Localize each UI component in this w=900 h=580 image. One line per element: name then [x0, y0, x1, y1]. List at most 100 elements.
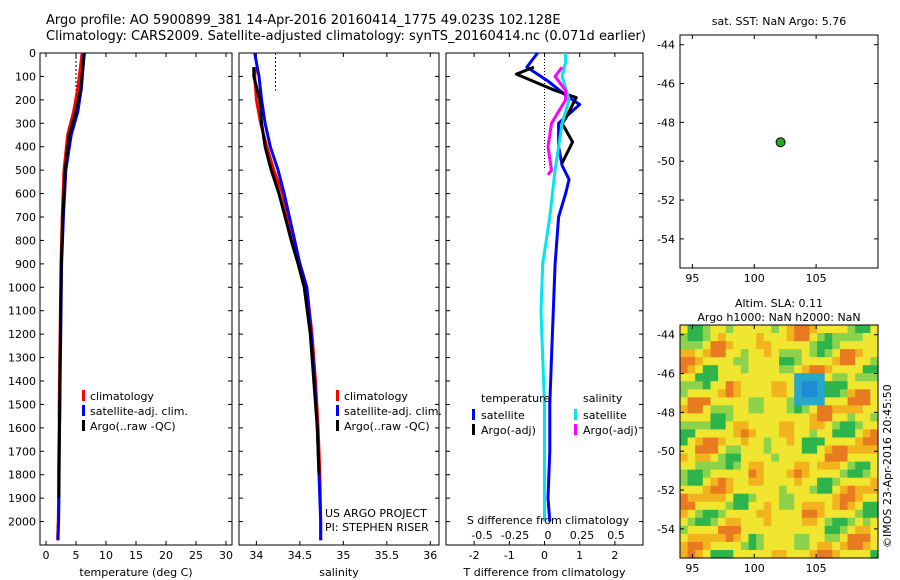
heatmap-cell [740, 461, 750, 471]
heatmap-cell [718, 477, 727, 487]
heatmap-cell [710, 357, 719, 366]
heatmap-cell [763, 445, 772, 455]
heatmap-cell [817, 381, 826, 390]
heatmap-cell [817, 365, 826, 374]
heatmap-cell [740, 533, 750, 543]
heatmap-cell [725, 477, 734, 487]
heatmap-cell [718, 341, 727, 350]
heatmap-cell [847, 349, 856, 358]
heatmap-cell [718, 381, 727, 390]
heatmap-cell [786, 357, 795, 366]
heatmap-cell [809, 501, 818, 511]
heatmap-cell [794, 493, 803, 503]
y-tick-label: 900 [15, 258, 36, 271]
heatmap-cell [680, 509, 689, 519]
heatmap-cell [794, 365, 803, 374]
heatmap-cell [832, 485, 841, 495]
heatmap-cell [725, 469, 734, 479]
heatmap-cell [779, 405, 788, 414]
heatmap-cell [748, 405, 757, 414]
heatmap-cell [733, 445, 742, 455]
heatmap-cell [832, 437, 841, 447]
heatmap-cell [718, 333, 727, 342]
heatmap-cell [702, 477, 711, 487]
heatmap-cell [740, 341, 750, 350]
legend-swatch [472, 424, 475, 435]
heatmap-cell [725, 349, 734, 358]
heatmap-cell [824, 517, 833, 527]
heatmap-cell [733, 405, 742, 414]
heatmap-cell [710, 397, 719, 406]
heatmap-cell [839, 413, 849, 422]
heatmap-cell [801, 349, 810, 358]
heatmap-cell [763, 365, 772, 374]
heatmap-cell [801, 357, 810, 366]
heatmap-cell [855, 341, 864, 350]
heatmap-cell [695, 550, 704, 559]
series-satellite-adj-clim- [253, 52, 323, 541]
heatmap-cell [847, 405, 856, 414]
heatmap-cell [794, 453, 803, 463]
heatmap-cell [824, 405, 833, 414]
map-frame [679, 324, 879, 559]
x-tick-label: 30 [219, 549, 233, 562]
map-title-1: Altim. SLA: 0.11 [735, 297, 823, 310]
heatmap-cell [710, 333, 719, 342]
heatmap-cell [756, 381, 765, 390]
heatmap-cell [740, 365, 750, 374]
heatmap-cell [695, 485, 704, 495]
heatmap-cell [817, 357, 826, 366]
series-t-satellite [525, 52, 582, 522]
heatmap-cell [824, 389, 833, 398]
y-tick-label: 1800 [8, 469, 36, 482]
heatmap-cell [786, 365, 795, 374]
heatmap-cell [748, 461, 757, 471]
heatmap-cell [847, 517, 856, 527]
heatmap-cell [809, 533, 818, 543]
heatmap-cell [740, 325, 750, 334]
heatmap-cell [695, 437, 704, 447]
heatmap-cell [832, 357, 841, 366]
heatmap-cell [725, 397, 734, 406]
heatmap-cell [680, 445, 689, 455]
heatmap-cell [687, 541, 696, 551]
heatmap-cell [702, 469, 711, 479]
heatmap-cell [680, 333, 689, 342]
s-tick-label: 0 [545, 529, 552, 542]
heatmap-cell [695, 493, 704, 503]
heatmap-cell [847, 525, 856, 535]
heatmap-cell [817, 325, 826, 334]
heatmap-cell [687, 413, 696, 422]
heatmap-cell [832, 341, 841, 350]
heatmap-cell [710, 493, 719, 503]
legend-label: satellite-adj. clim. [344, 405, 442, 418]
s-tick-label: 0.5 [607, 529, 625, 542]
series-argo-raw-qc- [252, 67, 321, 475]
heatmap-cell [824, 453, 833, 463]
heatmap-cell [855, 397, 864, 406]
heatmap-cell [862, 421, 871, 430]
heatmap-cell [725, 509, 734, 519]
x-tick-label: 20 [159, 549, 173, 562]
heatmap-cell [725, 493, 734, 503]
heatmap-cell [855, 413, 864, 422]
heatmap-cell [718, 541, 727, 551]
heatmap-cell [786, 413, 795, 422]
heatmap-cell [687, 341, 696, 350]
y-tick-label: -52 [657, 194, 675, 207]
heatmap-cell [702, 461, 711, 471]
heatmap-cell [718, 445, 727, 455]
heatmap-cell [725, 485, 734, 495]
heatmap-cell [763, 413, 772, 422]
heatmap-cell [855, 469, 864, 479]
heatmap-cell [740, 477, 750, 487]
heatmap-cell [839, 437, 849, 447]
heatmap-cell [809, 405, 818, 414]
legend-swatch [82, 420, 85, 431]
heatmap-cell [771, 541, 780, 551]
heatmap-cell [832, 461, 841, 471]
heatmap-cell [771, 389, 780, 398]
heatmap-cell [824, 365, 833, 374]
heatmap-cell [756, 397, 765, 406]
y-tick-label: -46 [657, 368, 675, 381]
